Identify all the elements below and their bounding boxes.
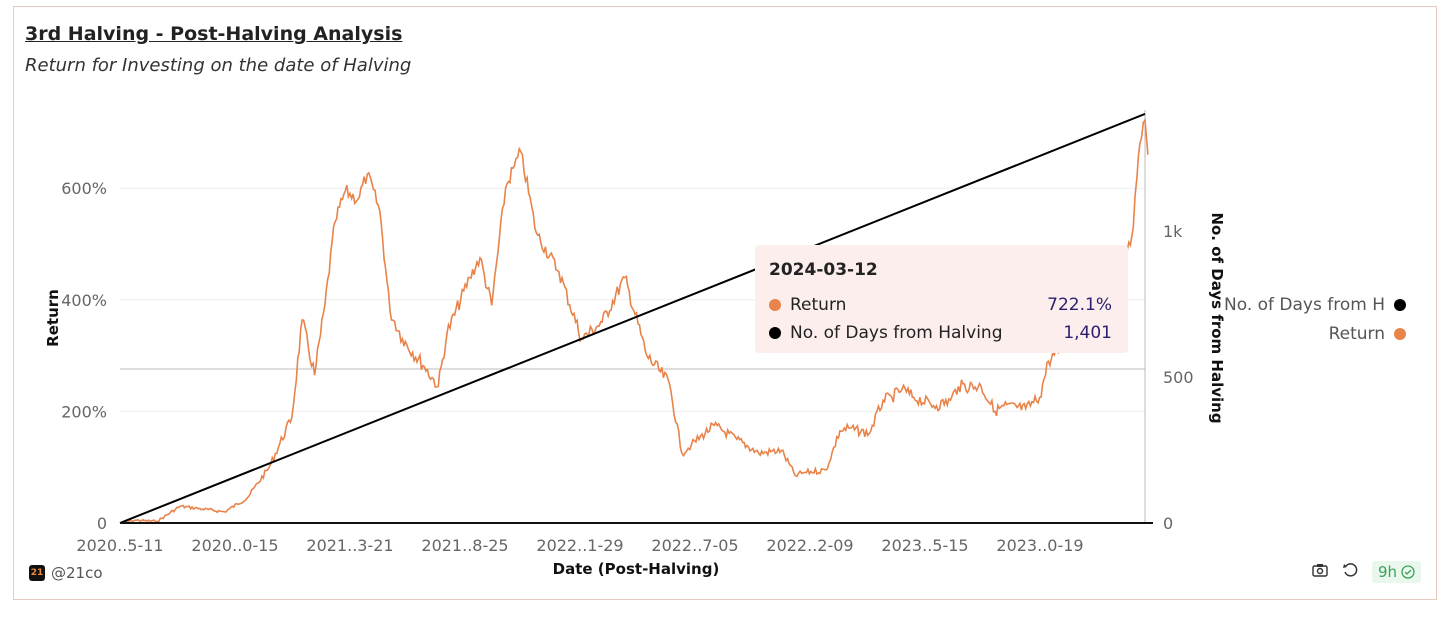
- legend-label: No. of Days from H: [1224, 295, 1385, 315]
- y-axis-label: Return: [44, 289, 62, 347]
- y-tick-label: 0: [97, 514, 107, 533]
- series-days-line[interactable]: [119, 112, 1146, 524]
- x-tick-label: 2022..7-05: [651, 536, 738, 555]
- x-tick-label: 2020..0-15: [191, 536, 278, 555]
- brand-logo-icon: 21: [29, 565, 45, 581]
- return-dot-icon: [769, 299, 781, 311]
- chart-card: [13, 6, 1437, 600]
- x-tick-label: 2022..2-09: [766, 536, 853, 555]
- tooltip-value: 1,401: [1063, 323, 1112, 343]
- y2-tick-label: 0: [1163, 514, 1173, 533]
- camera-icon[interactable]: [1312, 563, 1328, 581]
- legend-dot-icon: [1394, 328, 1406, 340]
- x-axis-label: Date (Post-Halving): [553, 560, 720, 578]
- x-tick-label: 2023..0-19: [996, 536, 1083, 555]
- y-tick-label: 600%: [61, 179, 107, 198]
- tooltip-value: 722.1%: [1047, 295, 1112, 315]
- x-tick-label: 2021..3-21: [306, 536, 393, 555]
- tooltip-label: No. of Days from Halving: [790, 323, 1003, 343]
- legend-item-return[interactable]: Return: [1329, 324, 1406, 344]
- check-circle-icon: [1401, 565, 1415, 579]
- legend-label: Return: [1328, 324, 1385, 344]
- chart-tools: 9h: [1312, 561, 1421, 583]
- tooltip-row-return: Return 722.1%: [769, 295, 1112, 315]
- legend-item-days[interactable]: No. of Days from H: [1224, 295, 1406, 315]
- tooltip: 2024-03-12 Return 722.1% No. of Days fro…: [755, 245, 1128, 353]
- y-tick-label: 400%: [61, 291, 107, 310]
- chart-subtitle: Return for Investing on the date of Halv…: [25, 55, 412, 76]
- brand[interactable]: 21 @21co: [29, 564, 103, 582]
- tooltip-label: Return: [790, 295, 847, 315]
- tooltip-row-days: No. of Days from Halving 1,401: [769, 323, 1112, 343]
- series-return-line[interactable]: [119, 117, 1149, 524]
- refresh-age: 9h: [1377, 563, 1397, 581]
- y2-tick-label: 1k: [1163, 222, 1183, 241]
- y2-axis-label: No. of Days from Halving: [1208, 212, 1226, 423]
- refresh-icon[interactable]: [1342, 562, 1358, 582]
- x-tick-label: 2022..1-29: [536, 536, 623, 555]
- legend-dot-icon: [1394, 299, 1406, 311]
- days-dot-icon: [769, 327, 781, 339]
- refresh-badge[interactable]: 9h: [1371, 561, 1421, 583]
- x-tick-label: 2021..8-25: [421, 536, 508, 555]
- tooltip-date: 2024-03-12: [769, 260, 878, 280]
- chart-title[interactable]: 3rd Halving - Post-Halving Analysis: [25, 23, 403, 45]
- y2-tick-label: 500: [1163, 368, 1194, 387]
- y-tick-label: 200%: [61, 402, 107, 421]
- brand-handle: @21co: [51, 564, 103, 582]
- x-tick-label: 2020..5-11: [76, 536, 163, 555]
- x-tick-label: 2023..5-15: [881, 536, 968, 555]
